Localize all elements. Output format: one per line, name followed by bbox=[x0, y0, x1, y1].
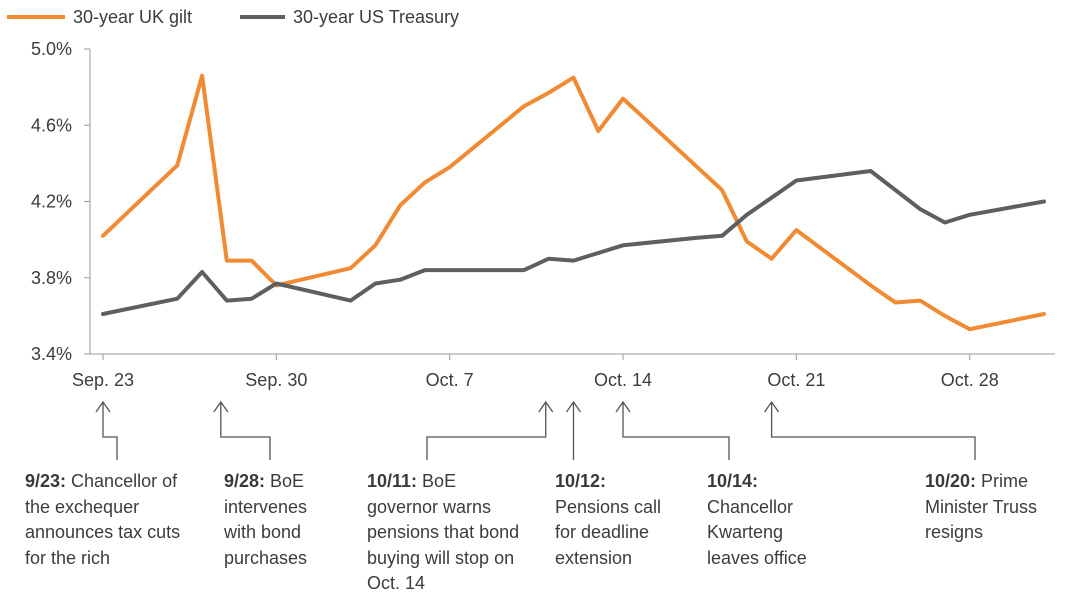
legend-label-us-treasury: 30-year US Treasury bbox=[293, 7, 459, 27]
annotation-9-28-text: BoE intervenes with bond purchases bbox=[224, 471, 308, 568]
x-tick-label: Oct. 14 bbox=[594, 370, 652, 390]
annotation-10-11-text: BoE governor warns pensions that bond bu… bbox=[367, 471, 520, 593]
annotation-arrow-10-11 bbox=[426, 400, 554, 460]
y-tick-label: 4.6% bbox=[31, 115, 72, 135]
annotation-10-11: 10/11: BoE governor warns pensions that … bbox=[367, 469, 527, 597]
y-tick-label: 5.0% bbox=[31, 39, 72, 59]
y-tick-label: 3.8% bbox=[31, 268, 72, 288]
annotation-10-12-date: 10/12: bbox=[555, 471, 607, 491]
series-line-uk-gilt bbox=[101, 73, 1046, 332]
annotation-9-23: 9/23: Chancellor of the exchequer announ… bbox=[25, 469, 190, 571]
annotation-10-14-text: Chancellor Kwarteng leaves office bbox=[707, 496, 807, 568]
annotation-10-20: 10/20: Prime Minister Truss resigns bbox=[925, 469, 1065, 546]
annotation-10-14: 10/14: Chancellor Kwarteng leaves office bbox=[707, 469, 832, 571]
annotation-10-11-date: 10/11: bbox=[367, 471, 418, 491]
series-line-us-treasury bbox=[101, 169, 1046, 316]
y-tick-label: 3.4% bbox=[31, 344, 72, 364]
annotation-arrow-10-14 bbox=[615, 400, 730, 460]
annotation-9-28-date: 9/28: bbox=[224, 471, 266, 491]
annotation-arrow-9-23 bbox=[95, 400, 118, 460]
annotation-10-14-date: 10/14: bbox=[707, 471, 759, 491]
annotation-10-20-text: Prime Minister Truss resigns bbox=[925, 471, 1038, 542]
annotation-arrow-10-20 bbox=[764, 400, 976, 460]
legend-label-uk-gilt: 30-year UK gilt bbox=[73, 7, 192, 27]
x-tick-label: Sep. 30 bbox=[245, 370, 307, 390]
annotation-10-12: 10/12: Pensions call for deadline extens… bbox=[555, 469, 685, 571]
x-tick-label: Oct. 21 bbox=[767, 370, 825, 390]
annotation-10-12-text: Pensions call for deadline extension bbox=[555, 496, 662, 568]
annotation-10-20-date: 10/20: bbox=[925, 471, 977, 491]
annotation-9-23-text: Chancellor of the exchequer announces ta… bbox=[25, 471, 181, 568]
annotation-arrow-10-12 bbox=[565, 400, 582, 460]
annotation-arrow-9-28 bbox=[213, 400, 271, 460]
x-tick-label: Oct. 7 bbox=[426, 370, 474, 390]
x-tick-label: Sep. 23 bbox=[72, 370, 134, 390]
x-tick-label: Oct. 28 bbox=[941, 370, 999, 390]
annotation-9-28: 9/28: BoE intervenes with bond purchases bbox=[224, 469, 334, 571]
annotation-9-23-date: 9/23: bbox=[25, 471, 67, 491]
y-tick-label: 4.2% bbox=[31, 192, 72, 212]
